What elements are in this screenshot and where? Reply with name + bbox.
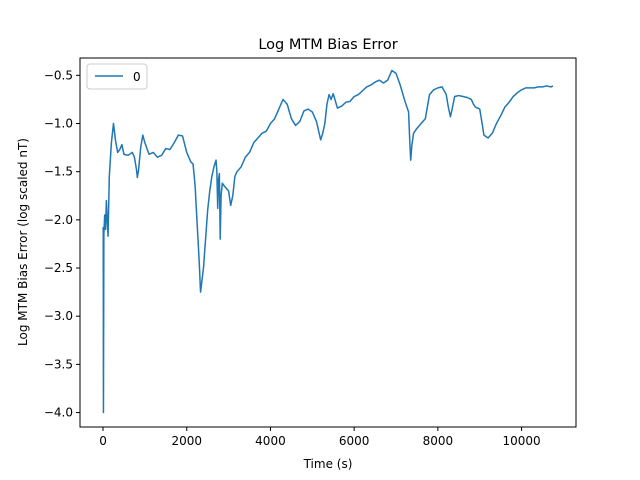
series-line <box>102 69 554 414</box>
x-tick-label: 10000 <box>502 434 540 448</box>
y-tick-label: −1.5 <box>44 165 73 179</box>
x-tick-label: 6000 <box>339 434 370 448</box>
y-tick-label: −2.0 <box>44 213 73 227</box>
y-axis: −4.0 −3.5 −3.0 −2.5 −2.0 −1.5 −1.0 −0.5 <box>44 68 80 420</box>
plot-area <box>79 57 577 428</box>
plot-frame <box>79 57 577 428</box>
y-tick-label: −1.0 <box>44 117 73 131</box>
chart-title: Log MTM Bias Error <box>258 37 397 53</box>
y-tick-label: −0.5 <box>44 68 73 82</box>
x-axis-label: Time (s) <box>303 457 353 471</box>
x-tick-label: 8000 <box>423 434 454 448</box>
x-tick-label: 4000 <box>255 434 286 448</box>
x-tick-label: 2000 <box>171 434 202 448</box>
y-tick-label: −3.5 <box>44 357 73 371</box>
legend: 0 <box>86 63 148 90</box>
x-axis: 0 2000 4000 6000 8000 10000 <box>99 427 541 448</box>
legend-label: 0 <box>133 70 141 84</box>
y-axis-label: Log MTM Bias Error (log scaled nT) <box>16 138 30 346</box>
y-tick-label: −2.5 <box>44 261 73 275</box>
y-tick-label: −3.0 <box>44 309 73 323</box>
x-tick-label: 0 <box>99 434 107 448</box>
y-tick-label: −4.0 <box>44 406 73 420</box>
series-layer <box>102 69 554 414</box>
